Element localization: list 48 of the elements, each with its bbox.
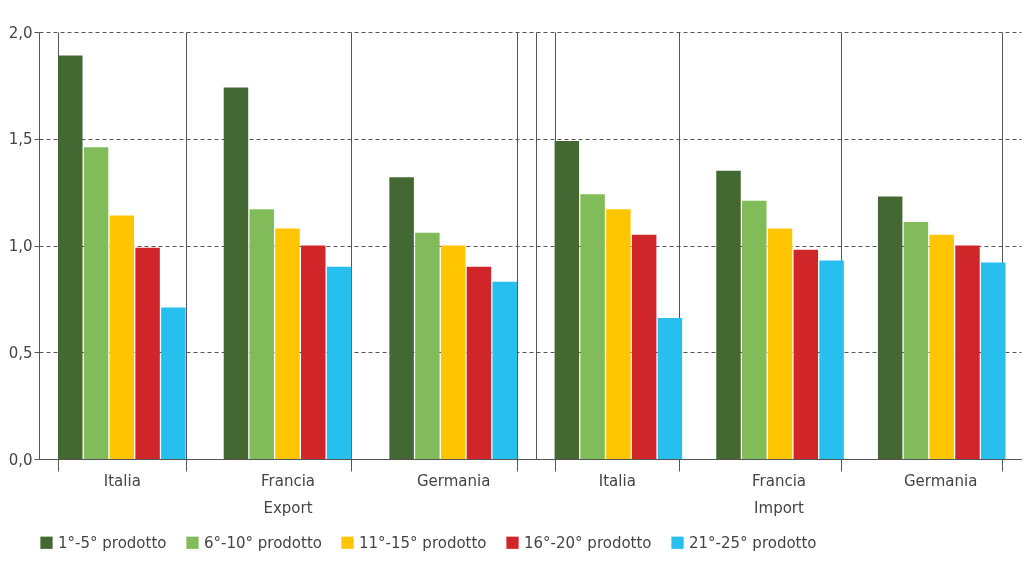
bar [877, 196, 903, 459]
x-tick-label: Francia [751, 471, 807, 490]
x-tick-label: Francia [260, 471, 316, 490]
bar [742, 200, 767, 459]
x-axis-title: Import [754, 498, 804, 517]
bar [415, 232, 440, 459]
bar [275, 228, 300, 459]
bar [631, 234, 657, 459]
bar [981, 262, 1006, 459]
x-tick-label: Italia [598, 471, 636, 490]
bar [83, 147, 109, 459]
legend-label: 16°-20° prodotto [524, 533, 652, 552]
x-tick-label: Italia [103, 471, 141, 490]
x-tick-label: Germania [903, 471, 978, 490]
legend-label: 21°-25° prodotto [689, 533, 817, 552]
bar [109, 215, 135, 459]
bar [716, 170, 741, 459]
bar [819, 260, 844, 459]
bar [389, 177, 414, 459]
bar [58, 55, 83, 459]
bar [249, 209, 274, 459]
y-tick-label: 1,0 [8, 237, 33, 255]
bar [492, 281, 517, 459]
bar [466, 266, 492, 459]
legend-label: 11°-15° prodotto [359, 533, 487, 552]
bar [955, 245, 980, 459]
bar [161, 307, 186, 459]
bar [793, 249, 819, 459]
bar [554, 140, 580, 459]
y-tick-label: 0,5 [8, 343, 33, 362]
bar [606, 209, 631, 459]
bar [580, 194, 605, 459]
bar [440, 245, 466, 459]
legend-label: 1°-5° prodotto [58, 533, 167, 552]
bar [929, 234, 954, 459]
y-tick-label: 0,0 [8, 450, 33, 469]
y-tick-label: 1,5 [8, 130, 33, 149]
x-tick-label: Germania [416, 471, 491, 490]
y-tick-label: 2,0 [8, 23, 33, 42]
bar [135, 247, 160, 459]
bar [301, 245, 326, 459]
bar [223, 87, 249, 459]
bar [326, 266, 352, 459]
bar [767, 228, 793, 459]
legend-label: 6°-10° prodotto [204, 533, 322, 552]
x-axis-title: Export [263, 498, 313, 517]
bar [903, 222, 929, 459]
bar [657, 318, 683, 459]
